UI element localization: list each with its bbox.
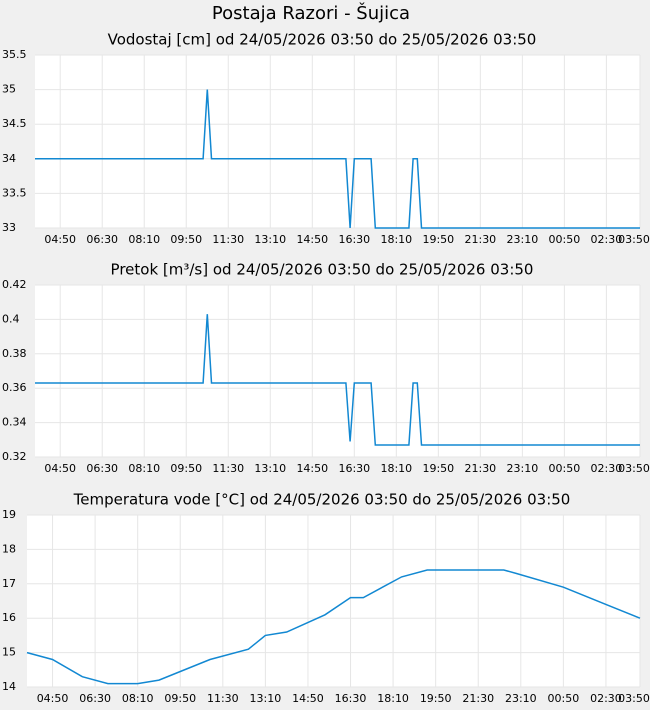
chart-title: Vodostaj [cm] od 24/05/2026 03:50 do 25/… xyxy=(108,31,537,49)
x-tick-label: 00:50 xyxy=(548,692,580,705)
y-tick-label: 0.42 xyxy=(2,278,27,291)
y-tick-label: 15 xyxy=(2,646,16,659)
x-tick-label: 16:30 xyxy=(338,462,370,475)
y-tick-label: 14 xyxy=(2,680,16,693)
plot-area xyxy=(35,55,640,228)
x-tick-label: 08:10 xyxy=(128,233,160,246)
x-tick-label: 04:50 xyxy=(44,462,76,475)
x-tick-label: 09:50 xyxy=(170,233,202,246)
x-tick-label: 04:50 xyxy=(44,233,76,246)
data-line xyxy=(35,314,640,446)
y-tick-label: 33 xyxy=(2,221,16,234)
x-tick-label: 23:10 xyxy=(507,462,539,475)
y-tick-label: 18 xyxy=(2,542,16,555)
x-tick-label: 21:30 xyxy=(462,692,494,705)
y-tick-label: 34.5 xyxy=(2,117,27,130)
x-tick-label: 19:50 xyxy=(422,462,454,475)
x-tick-label: 02:30 xyxy=(591,462,623,475)
x-tick-label: 21:30 xyxy=(464,233,496,246)
y-tick-label: 0.38 xyxy=(2,347,27,360)
y-tick-label: 0.32 xyxy=(2,450,27,463)
plot-area xyxy=(27,515,640,687)
x-tick-label: 23:10 xyxy=(505,692,537,705)
data-line xyxy=(35,89,640,229)
y-tick-label: 17 xyxy=(2,577,16,590)
x-tick-label: 09:50 xyxy=(170,462,202,475)
x-tick-label: 13:10 xyxy=(254,462,286,475)
x-tick-label: 19:50 xyxy=(422,233,454,246)
y-tick-label: 0.4 xyxy=(2,312,20,325)
y-tick-label: 0.36 xyxy=(2,381,27,394)
x-tick-label: 00:50 xyxy=(549,462,581,475)
chart-title: Pretok [m³/s] od 24/05/2026 03:50 do 25/… xyxy=(111,261,534,279)
x-tick-label: 21:30 xyxy=(464,462,496,475)
x-tick-label: 18:10 xyxy=(380,233,412,246)
y-tick-label: 33.5 xyxy=(2,186,27,199)
x-tick-label: 13:10 xyxy=(250,692,282,705)
page-title: Postaja Razori - Šujica xyxy=(212,2,410,24)
x-tick-label: 03:50 xyxy=(618,462,650,475)
x-tick-label: 03:50 xyxy=(618,692,650,705)
x-tick-label: 08:10 xyxy=(122,692,154,705)
x-tick-label: 11:30 xyxy=(207,692,239,705)
x-tick-label: 00:50 xyxy=(549,233,581,246)
y-tick-label: 34 xyxy=(2,152,16,165)
x-tick-label: 13:10 xyxy=(254,233,286,246)
x-tick-label: 18:10 xyxy=(377,692,409,705)
x-tick-label: 14:50 xyxy=(296,462,328,475)
x-tick-label: 11:30 xyxy=(212,462,244,475)
x-tick-label: 14:50 xyxy=(296,233,328,246)
y-tick-label: 16 xyxy=(2,611,16,624)
x-tick-label: 03:50 xyxy=(618,233,650,246)
x-tick-label: 09:50 xyxy=(164,692,196,705)
x-tick-label: 08:10 xyxy=(128,462,160,475)
chart-title: Temperatura vode [°C] od 24/05/2026 03:5… xyxy=(73,491,571,509)
x-tick-label: 02:30 xyxy=(590,692,622,705)
y-tick-label: 19 xyxy=(2,508,16,521)
y-tick-label: 35 xyxy=(2,83,16,96)
x-tick-label: 06:30 xyxy=(79,692,111,705)
plot-area xyxy=(35,285,640,457)
x-tick-label: 19:50 xyxy=(420,692,452,705)
y-tick-label: 35.5 xyxy=(2,48,27,61)
y-tick-label: 0.34 xyxy=(2,416,27,429)
x-tick-label: 18:10 xyxy=(380,462,412,475)
data-line xyxy=(26,569,641,685)
x-tick-label: 02:30 xyxy=(591,233,623,246)
x-tick-label: 11:30 xyxy=(212,233,244,246)
x-tick-label: 16:30 xyxy=(335,692,367,705)
x-tick-label: 23:10 xyxy=(507,233,539,246)
x-tick-label: 06:30 xyxy=(86,233,118,246)
x-tick-label: 04:50 xyxy=(37,692,69,705)
x-tick-label: 06:30 xyxy=(86,462,118,475)
x-tick-label: 14:50 xyxy=(292,692,324,705)
x-tick-label: 16:30 xyxy=(338,233,370,246)
